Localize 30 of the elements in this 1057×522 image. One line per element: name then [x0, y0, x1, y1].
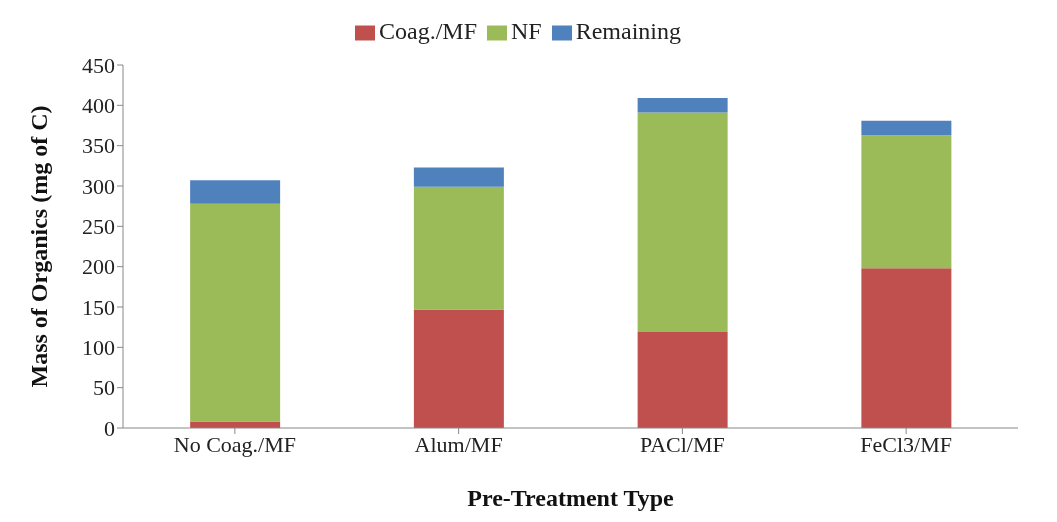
y-tick-label: 100: [82, 335, 115, 361]
bar: [190, 203, 281, 422]
x-tick-label: PACl/MF: [639, 431, 725, 457]
bar: [861, 120, 952, 136]
y-tick-label: 350: [82, 133, 115, 159]
legend-label: Remaining: [575, 18, 682, 44]
x-tick-label: FeCl3/MF: [860, 431, 952, 457]
bar: [637, 98, 728, 113]
bar: [861, 268, 952, 428]
x-tick-label: Alum/MF: [414, 431, 503, 457]
bar: [637, 332, 728, 428]
bar: [861, 135, 952, 269]
bar: [413, 186, 504, 310]
y-tick-label: 50: [93, 375, 115, 401]
y-tick-label: 400: [82, 93, 115, 119]
y-tick-label: 200: [82, 254, 115, 280]
legend-label: NF: [511, 18, 542, 44]
y-tick-label: 0: [104, 415, 115, 441]
y-axis-title: Mass of Organics (mg of C): [25, 105, 52, 388]
bar: [413, 167, 504, 187]
bar: [637, 112, 728, 333]
x-tick-label: No Coag./MF: [173, 431, 296, 457]
x-axis-title: Pre-Treatment Type: [467, 485, 675, 511]
y-tick-label: 300: [82, 173, 115, 199]
y-tick-label: 450: [82, 52, 115, 78]
y-tick-label: 150: [82, 294, 115, 320]
y-tick-label: 250: [82, 214, 115, 240]
bar: [190, 180, 281, 204]
bar: [413, 309, 504, 428]
legend-label: Coag./MF: [378, 18, 477, 44]
